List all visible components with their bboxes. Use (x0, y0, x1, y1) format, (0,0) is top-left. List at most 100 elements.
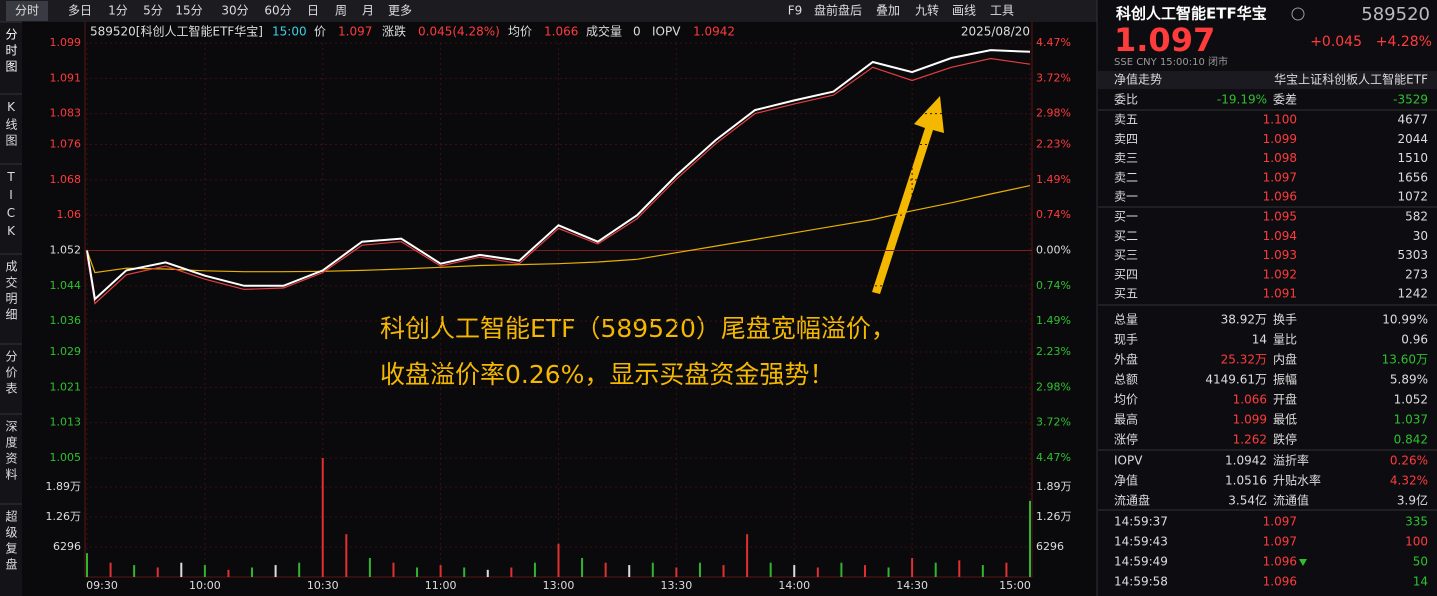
y-tick-label: 1.091 (50, 71, 82, 84)
book-volume: 5303 (1397, 248, 1428, 262)
fund: 华宝上证科创板人工智能ETF (1274, 72, 1428, 87)
stat-value: 0.842 (1394, 433, 1428, 447)
side-tab[interactable]: 分时图 (4, 28, 18, 76)
book-label: 买二 (1114, 229, 1138, 243)
tool[interactable]: F9 (788, 4, 803, 18)
volume-bar (274, 565, 277, 577)
stat-label: 换手 (1273, 313, 1297, 327)
tab[interactable]: 60分 (264, 4, 291, 18)
x-tick-label: 13:30 (661, 579, 693, 592)
tab[interactable]: 周 (335, 4, 347, 18)
volume-bar (510, 567, 513, 577)
stat-value: 3.9亿 (1397, 493, 1428, 508)
tab[interactable]: 更多 (388, 4, 412, 18)
y2-tick-label: 3.72% (1036, 71, 1071, 84)
volume-bar (934, 562, 937, 577)
volume-bar (109, 562, 112, 577)
volume-bar (604, 562, 607, 577)
volume-bar (911, 557, 914, 577)
volume-bar (722, 565, 725, 577)
tab[interactable]: 15分 (175, 4, 202, 18)
y2-tick-label: 0.74% (1036, 279, 1071, 292)
stat-value: 0.26% (1390, 454, 1428, 468)
tool[interactable]: 画线 (952, 4, 976, 18)
trade-volume: 14 (1413, 575, 1428, 589)
trade-time: 14:59:49 (1114, 555, 1168, 569)
book-volume: 1656 (1397, 170, 1428, 184)
volume-bar (863, 565, 866, 577)
tab[interactable]: 分时 (15, 4, 39, 18)
vol-tick-label: 1.89万 (1036, 480, 1072, 493)
side-tab[interactable]: 成交明细 (4, 260, 18, 324)
trade-volume: 335 (1405, 515, 1428, 529)
stat-label: 量比 (1273, 333, 1297, 347)
volume-bar (251, 567, 254, 577)
stat-value: 1.0942 (1225, 454, 1267, 468)
book-price: 1.097 (1263, 170, 1297, 184)
stat-label: 总额 (1114, 373, 1138, 387)
info-icon[interactable] (1291, 7, 1305, 21)
volume-bar (180, 562, 183, 577)
meta: SSE CNY 15:00:10 闭市 (1114, 55, 1228, 68)
stat-value: 4.32% (1390, 474, 1428, 488)
book-label: 卖四 (1114, 132, 1138, 146)
volume-bar (533, 562, 536, 577)
tool[interactable]: 工具 (990, 4, 1014, 18)
book-price: 1.093 (1263, 248, 1297, 262)
stat-value: 0.96 (1401, 333, 1428, 347)
volume-bar (793, 565, 796, 577)
side-tab[interactable]: 超级复盘 (4, 509, 18, 574)
volume-bar (298, 562, 301, 577)
y2-tick-label: 1.49% (1036, 314, 1071, 327)
tab[interactable]: 30分 (221, 4, 248, 18)
label: 价 (314, 25, 326, 39)
tool[interactable]: 九转 (915, 3, 939, 18)
y-tick-label: 1.036 (50, 314, 82, 327)
pct: +4.28% (1376, 34, 1432, 50)
book-price: 1.099 (1263, 132, 1297, 146)
stat-value: 1.262 (1233, 433, 1267, 447)
tab[interactable]: 日 (307, 4, 319, 18)
tool[interactable]: 盘前盘后 (814, 3, 862, 18)
volume-bar (321, 458, 324, 577)
side-tab[interactable]: 分价表 (4, 350, 18, 398)
volume-bar (675, 567, 678, 577)
stat-value: 1.066 (1233, 393, 1267, 407)
tab[interactable]: 1分 (108, 4, 128, 18)
label: IOPV (652, 25, 681, 39)
y2-tick-label: 4.47% (1036, 451, 1071, 464)
tab[interactable]: 月 (362, 4, 374, 18)
stat-label: 外盘 (1114, 352, 1138, 367)
y-tick-label: 1.083 (50, 107, 82, 120)
y2-tick-label: 2.98% (1036, 380, 1071, 393)
trade-volume: 100 (1405, 535, 1428, 549)
value: 1.097 (338, 25, 372, 39)
vol-tick-label: 1.26万 (46, 510, 82, 523)
tab[interactable]: 多日 (68, 4, 92, 18)
y2-tick-label: 0.74% (1036, 208, 1071, 221)
side-tab[interactable]: TICK (4, 170, 18, 242)
y-tick-label: 1.068 (50, 173, 82, 186)
tab[interactable]: 5分 (143, 4, 163, 18)
tab-active (6, 1, 48, 21)
stat-value: 4149.61万 (1205, 373, 1267, 387)
side-tab[interactable]: 深度资料 (4, 420, 18, 484)
volume-bar (746, 534, 749, 577)
trade-price: 1.096 (1263, 555, 1297, 569)
book-volume: 4677 (1397, 113, 1428, 127)
quote-panel (1097, 0, 1437, 596)
volume-bar (698, 562, 701, 577)
trade-time: 14:59:58 (1114, 575, 1168, 589)
volume-bar (368, 557, 371, 577)
y-tick-label: 1.076 (50, 138, 82, 151)
tab[interactable]: 净值走势 (1114, 72, 1162, 87)
volume-bar (581, 557, 584, 577)
tool[interactable]: 叠加 (876, 4, 900, 18)
stat-value: 10.99% (1382, 313, 1428, 327)
side-tab[interactable]: K线图 (4, 100, 18, 150)
x-tick-label: 09:30 (86, 579, 118, 592)
vol-tick-label: 1.89万 (46, 480, 82, 493)
book-price: 1.095 (1263, 210, 1297, 224)
